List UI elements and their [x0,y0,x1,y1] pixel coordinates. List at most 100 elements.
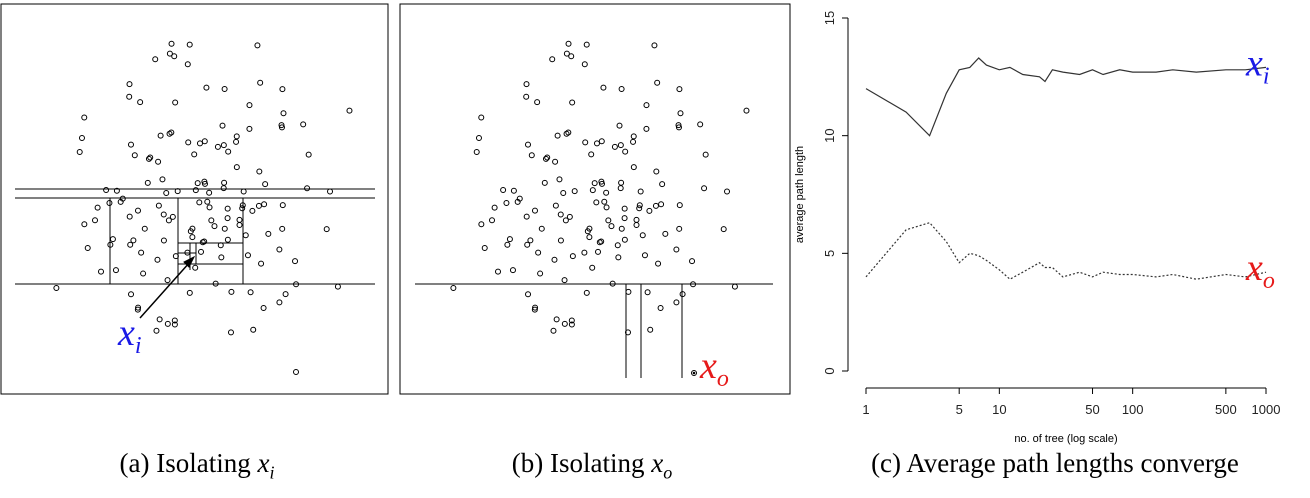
point [164,277,171,284]
arrow-head [183,255,196,268]
point [525,291,532,298]
point [538,225,545,232]
series-line [865,222,1267,280]
point [563,50,570,57]
caption-text: (b) Isolating [511,448,645,478]
point [157,132,164,139]
point [641,252,648,259]
point [651,42,658,49]
point [743,107,750,114]
xi-label: xi [117,312,142,359]
point [196,199,203,206]
point [652,202,659,209]
arrow [139,261,191,319]
point [560,190,567,197]
point [217,242,224,249]
point [131,152,138,159]
point [279,225,286,232]
point [569,99,576,106]
point [556,176,563,183]
caption-text: (c) Average path lengths converge [871,448,1239,478]
point [571,188,578,195]
point [327,188,334,195]
point [562,217,569,224]
point [630,164,637,171]
point [254,42,261,49]
point [605,217,612,224]
point [618,179,625,186]
point [185,139,192,146]
point [603,204,610,211]
point [621,215,628,222]
point [653,168,660,175]
point [557,237,564,244]
point [147,154,154,161]
point [127,141,134,148]
point [537,270,544,277]
point [134,207,141,214]
point [247,289,254,296]
point [112,267,119,274]
x-tick-label: 5 [956,402,963,417]
series-sub: o [1263,268,1275,294]
y-tick-label: 0 [822,367,837,374]
point [186,289,193,296]
point [568,321,575,328]
point [581,61,588,68]
point [233,164,240,171]
point [293,281,300,288]
y-tick-label: 5 [822,250,837,257]
point [206,204,213,211]
point [135,304,142,311]
point [184,61,191,68]
point [246,125,253,132]
panel-frame [0,3,389,395]
point [169,213,176,220]
point [583,289,590,296]
series-sub: i [1263,63,1270,89]
point [130,237,137,244]
point [137,99,144,106]
point [569,253,576,260]
point [220,142,227,149]
xo-label: xo [699,345,729,392]
point [144,179,151,186]
point [541,179,548,186]
point [276,246,283,253]
point [84,245,91,252]
point [552,202,559,209]
point [689,258,696,265]
point [662,230,669,237]
point [208,217,215,224]
point [586,225,593,232]
point [94,204,101,211]
point [140,270,147,277]
point [563,130,570,137]
point [244,252,251,259]
point [675,122,682,129]
point [589,187,596,194]
point [126,81,133,88]
point [265,230,272,237]
point [535,249,542,256]
point [621,205,628,212]
point [220,185,227,192]
point [568,317,575,324]
point [621,236,628,243]
point [481,245,488,252]
point [160,237,167,244]
point [673,246,680,253]
point [644,289,651,296]
point [154,256,161,263]
point [643,125,650,132]
point [586,234,593,241]
series-label: xo [1245,247,1275,294]
point [192,187,199,194]
point [138,249,145,256]
x-tick-label: 50 [1085,402,1099,417]
point [616,122,623,129]
point [166,130,173,137]
point [227,329,234,336]
label-var: x [117,312,135,354]
point [225,148,232,155]
